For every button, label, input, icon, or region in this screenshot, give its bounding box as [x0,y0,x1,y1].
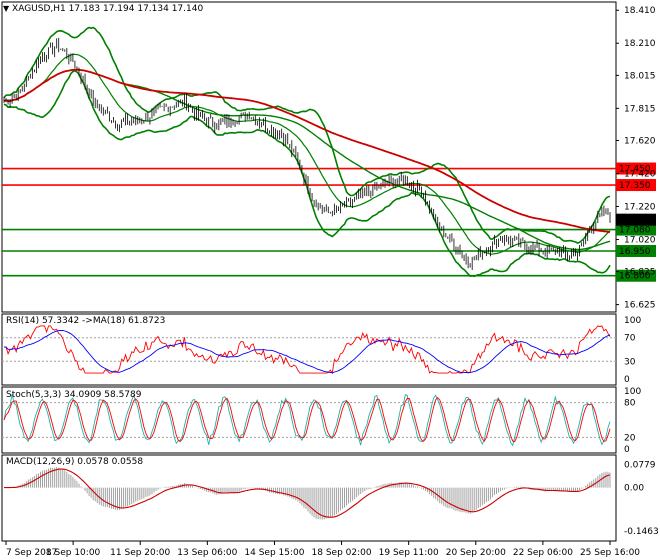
level-tag-4 [616,269,656,282]
stoch-main-line [3,393,611,447]
main-tick-label: 16.625 [624,301,656,311]
rsi-tick-label: 100 [624,316,641,326]
x-tick-label: 11 Sep 20:00 [110,548,170,558]
level-tag-2 [616,223,656,236]
macd-tick-label: 0.00 [624,484,644,494]
stoch-signal-line [3,397,611,443]
rsi-tick-label: 70 [624,334,636,344]
x-tick-label: 8 Sep 10:00 [46,548,101,558]
main-title: ▼ XAGUSD,H1 17.183 17.194 17.134 17.140 [3,4,203,14]
rsi-tick-label: 0 [624,375,630,385]
main-tick-label: 17.020 [624,235,656,245]
x-tick-label: 14 Sep 15:00 [244,548,304,558]
bollinger-upper [3,26,611,244]
ma-long-line [3,68,611,233]
ohlc-label: 17.183 17.194 17.134 17.140 [68,4,204,14]
rsi-title: RSI(14) 57.3342 ->MA(18) 61.8723 [6,316,166,326]
main-tick-label: 16.825 [624,268,656,278]
x-tick-label: 7 Sep 2017 [6,548,57,558]
level-label-3: 16.950 [619,247,651,257]
x-tick-label: 20 Sep 20:00 [446,548,506,558]
x-tick-label: 13 Sep 06:00 [177,548,237,558]
x-tick-label: 19 Sep 11:00 [379,548,439,558]
x-tick-label: 18 Sep 02:00 [312,548,372,558]
level-label-2: 17.080 [619,226,651,236]
level-tag-3 [616,244,656,257]
stoch-title: Stoch(5,3,3) 34.0909 58.5789 [6,390,142,400]
macd-title: MACD(12,26,9) 0.0578 0.0558 [6,457,144,467]
level-label-0: 17.450 [619,165,651,175]
stoch-tick-label: 100 [624,387,641,397]
stoch-tick-label: 80 [624,399,636,409]
menu-triangle-icon[interactable]: ▼ [3,4,10,13]
level-label-4: 16.800 [619,272,651,282]
x-tick-label: 22 Sep 06:00 [513,548,573,558]
bollinger-lower [3,69,611,278]
bollinger-mid [3,53,611,255]
symbol-label: XAGUSD,H1 [12,4,66,14]
x-tick-label: 25 Sep 16:00 [580,548,640,558]
stoch-tick-label: 0 [624,445,630,455]
rsi-line [3,325,611,375]
pane-macd [1,454,617,542]
current-price-tag [616,213,656,226]
current-price-label: 17.140 [619,216,651,226]
macd-tick-label: -0.1463 [624,527,659,537]
rsi-tick-label: 30 [624,357,636,367]
main-tick-label: 18.210 [624,39,656,49]
main-tick-label: 18.410 [624,6,656,16]
pane-main [1,1,617,313]
macd-tick-label: 0.0779 [624,461,656,471]
stoch-tick-label: 20 [624,433,636,443]
level-label-1: 17.350 [619,181,651,191]
level-tag-0 [616,162,656,175]
main-tick-label: 18.015 [624,71,656,81]
main-tick-label: 17.220 [624,202,656,212]
macd-signal-line [4,468,611,518]
rsi-ma-line [3,329,611,374]
main-tick-label: 17.620 [624,137,656,147]
main-tick-label: 17.815 [624,104,656,114]
level-tag-1 [616,179,656,192]
main-tick-label: 17.420 [624,169,656,179]
